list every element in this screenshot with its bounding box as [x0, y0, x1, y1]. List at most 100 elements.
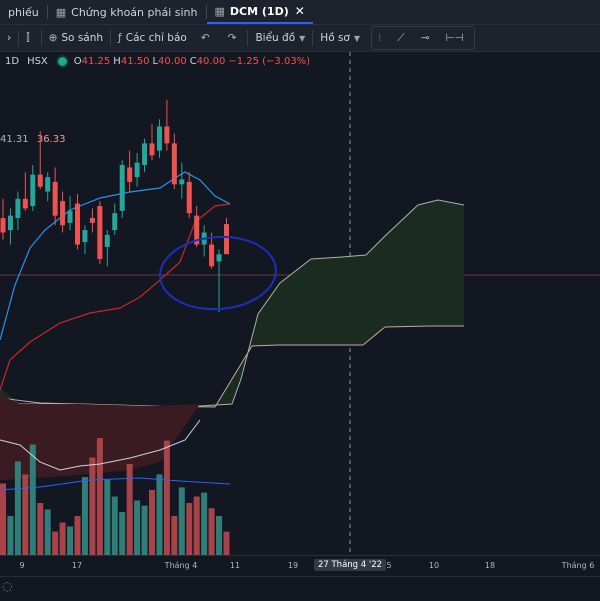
volume-bar	[0, 483, 6, 555]
x-tick: 10	[428, 561, 440, 570]
candle-body	[97, 206, 103, 259]
volume-bar	[163, 440, 170, 555]
volume-bar	[96, 438, 103, 555]
exchange-label: HSX	[27, 55, 48, 67]
drawing-toolbar: ⁞ ⟋ ⊸ ⊢⊣	[371, 26, 475, 50]
x-tick: 5	[386, 561, 392, 570]
redo-button[interactable]: ↷	[221, 25, 248, 51]
x-tick: Tháng 6	[561, 561, 595, 570]
tab-stocks-label: phiếu	[8, 5, 39, 19]
candle-body	[60, 201, 66, 226]
change-value: −1.25 (−3.03%)	[228, 55, 311, 67]
candle-body	[194, 215, 200, 245]
candle	[15, 191, 21, 231]
calendar-icon[interactable]: ◌	[2, 579, 13, 593]
candle	[89, 208, 95, 233]
volume-bar	[22, 474, 29, 555]
candle-body	[82, 230, 88, 243]
x-tick: 19	[287, 561, 299, 570]
volume-bar	[111, 496, 118, 555]
volume-bar	[74, 516, 81, 555]
candle-body	[119, 165, 125, 211]
volume-bar	[216, 516, 223, 555]
profile-dropdown[interactable]: Hồ sơ ▼	[313, 25, 367, 51]
toolbar-divider	[18, 30, 20, 46]
compare-button[interactable]: ⊕ So sánh	[42, 25, 110, 51]
tab-derivatives-label: Chứng khoán phái sinh	[71, 5, 198, 19]
candle-body	[209, 244, 215, 267]
volume-bar	[186, 503, 193, 555]
cloud-future	[0, 200, 464, 407]
toolbar-divider	[312, 30, 314, 46]
candle-layer	[0, 100, 229, 312]
volume-bar	[126, 464, 133, 555]
candle-type-button[interactable]: ⫿	[19, 25, 40, 51]
volume-bar	[156, 474, 163, 555]
close-icon[interactable]: ✕	[294, 4, 305, 18]
more-button[interactable]: ›	[0, 25, 18, 51]
candle	[30, 165, 36, 211]
time-axis[interactable]: 9 17 Tháng 4 11 19 27 Tháng 4 '22 5 10 1…	[0, 555, 600, 576]
high-value: 41.50	[120, 55, 150, 67]
toolbar-divider	[110, 30, 112, 46]
candle-body	[127, 167, 133, 182]
close-value: 40.00	[196, 55, 226, 67]
tab-stocks[interactable]: phiếu	[0, 0, 47, 24]
candle-body	[149, 143, 155, 156]
candle	[127, 150, 133, 192]
profile-label: Hồ sơ	[320, 32, 350, 44]
drag-handle[interactable]: ⁞	[372, 25, 391, 51]
chikou-span	[0, 419, 201, 471]
volume-bar	[7, 516, 14, 555]
plus-circle-icon: ⊕	[48, 32, 58, 44]
undo-button[interactable]: ↶	[194, 25, 221, 51]
candle-body	[45, 177, 51, 192]
candle	[60, 191, 66, 233]
candle	[0, 198, 6, 240]
range-tool[interactable]: ⊢⊣	[440, 25, 474, 51]
indicators-button[interactable]: ƒ Các chỉ báo	[111, 25, 194, 51]
trend-line-tool[interactable]: ⟋	[391, 25, 414, 51]
candle	[216, 249, 222, 312]
tenkan-sen	[0, 171, 231, 341]
x-tick: 18	[484, 561, 496, 570]
candle	[119, 160, 125, 219]
chevron-down-icon: ▼	[299, 33, 306, 43]
candle	[97, 201, 103, 264]
volume-bar	[14, 461, 21, 555]
candle	[164, 100, 170, 151]
candle-body	[75, 203, 80, 245]
tab-dcm[interactable]: ▦ DCM (1D) ✕	[206, 0, 313, 24]
candle	[22, 172, 28, 211]
tab-bar: phiếu ▦ Chứng khoán phái sinh ▦ DCM (1D)…	[0, 0, 600, 25]
candlestick-icon: ⫿	[26, 31, 30, 44]
ichimoku-value-a: 41.31	[0, 134, 29, 145]
chart-type-label: Biểu đồ	[255, 32, 296, 44]
candle	[82, 225, 88, 255]
chart-icon: ▦	[214, 4, 225, 18]
horizontal-line-tool[interactable]: ⊸	[415, 25, 440, 51]
chart-type-dropdown[interactable]: Biểu đồ ▼	[248, 25, 312, 51]
annotation-circle[interactable]	[158, 233, 279, 313]
undo-icon: ↶	[200, 32, 210, 44]
horizontal-line-icon: ⊸	[420, 32, 430, 44]
volume-bar	[89, 457, 96, 555]
chart-toolbar: › ⫿ ⊕ So sánh ƒ Các chỉ báo ↶ ↷ Biểu đồ …	[0, 25, 600, 52]
candle	[149, 124, 155, 161]
tab-divider	[205, 5, 207, 19]
candle-body	[134, 162, 140, 178]
close-key: C	[189, 55, 197, 67]
volume-bar	[119, 512, 126, 555]
candle-body	[67, 210, 73, 223]
ohlc-legend: 1D HSX O 41.25 H 41.50 L 40.00 C 40.00 −1.25…	[0, 53, 313, 69]
volume-bar	[178, 487, 185, 555]
x-tick: 17	[71, 561, 83, 570]
candle-body	[37, 174, 43, 187]
candle	[104, 230, 110, 267]
x-tick: Tháng 4	[164, 561, 198, 570]
candle	[112, 203, 118, 235]
volume-bar	[134, 500, 141, 555]
ichimoku-legend: 41.31 36.33	[0, 134, 65, 145]
tab-derivatives[interactable]: ▦ Chứng khoán phái sinh	[48, 0, 206, 24]
